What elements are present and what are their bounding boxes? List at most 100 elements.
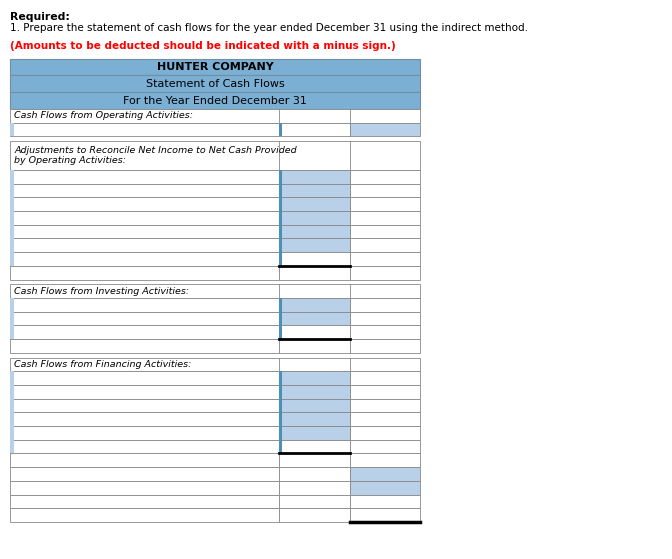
Bar bbox=[10, 266, 279, 280]
Bar bbox=[279, 184, 282, 197]
Bar bbox=[350, 170, 420, 184]
Bar bbox=[10, 481, 279, 495]
Bar bbox=[10, 339, 279, 353]
Bar bbox=[350, 385, 420, 399]
Bar bbox=[350, 467, 420, 481]
Bar bbox=[10, 123, 14, 136]
Bar bbox=[350, 440, 420, 453]
Bar bbox=[350, 266, 420, 280]
Text: Cash Flows from Financing Activities:: Cash Flows from Financing Activities: bbox=[14, 360, 192, 369]
Text: (Amounts to be deducted should be indicated with a minus sign.): (Amounts to be deducted should be indica… bbox=[10, 41, 396, 51]
Bar bbox=[279, 399, 350, 413]
Bar bbox=[10, 312, 14, 325]
Bar bbox=[279, 239, 350, 252]
Bar bbox=[279, 170, 282, 184]
Bar bbox=[350, 325, 420, 339]
Bar bbox=[350, 481, 420, 495]
Text: Cash Flows from Operating Activities:: Cash Flows from Operating Activities: bbox=[14, 111, 193, 120]
Bar bbox=[10, 75, 420, 92]
Bar bbox=[279, 508, 350, 522]
Bar bbox=[279, 252, 350, 266]
Bar bbox=[279, 211, 350, 225]
Bar bbox=[10, 197, 279, 211]
Bar bbox=[10, 298, 14, 312]
Bar bbox=[10, 59, 420, 75]
Bar bbox=[10, 239, 279, 252]
Bar bbox=[10, 325, 279, 339]
Bar bbox=[350, 426, 420, 440]
Bar bbox=[279, 266, 350, 280]
Bar bbox=[350, 339, 420, 353]
Bar bbox=[279, 385, 350, 399]
Bar bbox=[10, 92, 420, 109]
Bar bbox=[350, 312, 420, 325]
Bar bbox=[10, 252, 14, 266]
Bar bbox=[10, 426, 14, 440]
Bar bbox=[279, 413, 350, 426]
Bar bbox=[10, 453, 279, 467]
Bar bbox=[10, 225, 279, 239]
Bar bbox=[279, 371, 350, 385]
Bar bbox=[279, 298, 350, 312]
Bar bbox=[279, 385, 282, 399]
Bar bbox=[350, 225, 420, 239]
Bar bbox=[279, 184, 350, 197]
Text: by Operating Activities:: by Operating Activities: bbox=[14, 156, 126, 165]
Bar bbox=[10, 399, 14, 413]
Bar bbox=[10, 426, 279, 440]
Bar bbox=[279, 211, 282, 225]
Bar bbox=[10, 385, 14, 399]
Bar bbox=[10, 440, 14, 453]
Text: Cash Flows from Investing Activities:: Cash Flows from Investing Activities: bbox=[14, 287, 190, 296]
Bar bbox=[279, 440, 282, 453]
Bar bbox=[279, 170, 350, 184]
Bar bbox=[10, 399, 279, 413]
Bar bbox=[350, 184, 420, 197]
Bar bbox=[10, 184, 14, 197]
Bar bbox=[10, 170, 14, 184]
Bar bbox=[10, 440, 279, 453]
Bar bbox=[279, 197, 282, 211]
Bar bbox=[10, 413, 14, 426]
Bar bbox=[279, 371, 282, 385]
Bar bbox=[10, 252, 279, 266]
Bar bbox=[10, 197, 14, 211]
Bar bbox=[10, 211, 279, 225]
Bar bbox=[10, 371, 14, 385]
Bar bbox=[10, 141, 420, 170]
Bar bbox=[279, 123, 350, 136]
Bar bbox=[350, 197, 420, 211]
Bar bbox=[279, 453, 350, 467]
Bar bbox=[279, 312, 350, 325]
Text: Statement of Cash Flows: Statement of Cash Flows bbox=[146, 79, 284, 89]
Bar bbox=[10, 211, 14, 225]
Bar bbox=[10, 170, 279, 184]
Bar bbox=[10, 184, 279, 197]
Bar bbox=[350, 123, 420, 136]
Text: HUNTER COMPANY: HUNTER COMPANY bbox=[157, 62, 274, 72]
Bar bbox=[10, 239, 14, 252]
Bar bbox=[350, 371, 420, 385]
Bar bbox=[350, 252, 420, 266]
Bar bbox=[279, 123, 282, 136]
Bar bbox=[279, 312, 282, 325]
Bar bbox=[279, 325, 350, 339]
Bar bbox=[279, 426, 282, 440]
Bar bbox=[279, 339, 350, 353]
Bar bbox=[10, 123, 279, 136]
Bar bbox=[10, 467, 279, 481]
Bar bbox=[350, 508, 420, 522]
Bar bbox=[279, 467, 350, 481]
Bar bbox=[279, 399, 282, 413]
Bar bbox=[10, 325, 14, 339]
Text: 1. Prepare the statement of cash flows for the year ended December 31 using the : 1. Prepare the statement of cash flows f… bbox=[10, 23, 532, 34]
Bar bbox=[10, 109, 420, 123]
Bar bbox=[279, 225, 350, 239]
Bar bbox=[10, 312, 279, 325]
Bar bbox=[279, 495, 350, 508]
Bar bbox=[10, 413, 279, 426]
Bar bbox=[10, 225, 14, 239]
Bar bbox=[279, 298, 282, 312]
Bar bbox=[10, 508, 279, 522]
Bar bbox=[350, 399, 420, 413]
